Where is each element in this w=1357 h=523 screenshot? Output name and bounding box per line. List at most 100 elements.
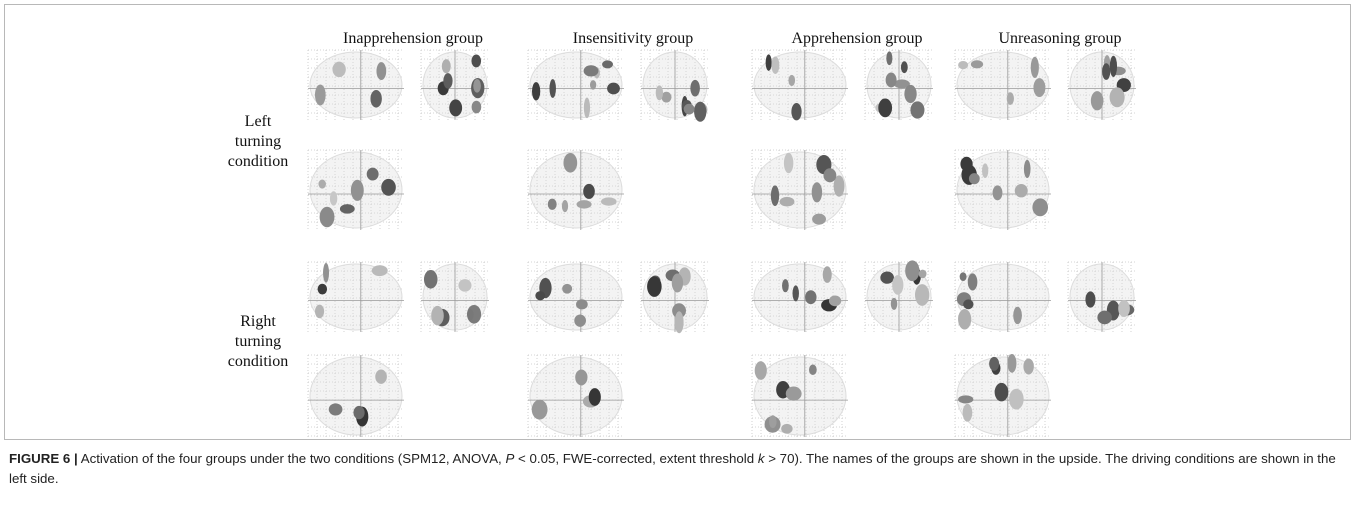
activation-blob <box>575 369 587 385</box>
glass-brain <box>308 262 404 332</box>
activation-blob <box>672 273 683 292</box>
activation-blob <box>971 60 983 68</box>
activation-blob <box>792 285 798 301</box>
glass-brain <box>641 50 709 122</box>
activation-blob <box>1007 92 1014 105</box>
caption-label: FIGURE 6 | <box>9 451 78 466</box>
activation-blob <box>1097 311 1112 325</box>
activation-blob <box>532 82 540 100</box>
activation-blob <box>1031 57 1039 78</box>
glass-brain <box>955 50 1051 120</box>
condition-label: condition <box>228 153 288 170</box>
activation-blob <box>675 311 684 333</box>
activation-blob <box>583 184 595 199</box>
activation-blob <box>788 75 795 86</box>
activation-blob <box>443 73 452 88</box>
activation-blob <box>471 55 481 68</box>
glass-brain <box>528 262 624 332</box>
activation-blob <box>915 284 929 306</box>
activation-blob <box>812 214 826 225</box>
activation-blob <box>958 395 973 403</box>
activation-blob <box>562 284 572 294</box>
activation-blob <box>318 284 327 295</box>
activation-blob <box>330 191 337 205</box>
activation-blob <box>323 263 329 283</box>
activation-blob <box>315 84 326 105</box>
activation-blob <box>332 62 345 77</box>
activation-blob <box>880 271 894 283</box>
activation-blob <box>584 97 590 118</box>
activation-blob <box>684 104 695 115</box>
activation-blob <box>329 403 343 415</box>
activation-blob <box>584 65 599 76</box>
glass-brain <box>308 50 404 120</box>
glass-brain <box>421 50 489 120</box>
activation-blob <box>1091 91 1104 110</box>
activation-blob <box>891 298 898 310</box>
glass-brain <box>752 150 848 230</box>
group-header: Apprehension group <box>791 30 922 47</box>
activation-blob <box>809 364 817 375</box>
activation-blob <box>535 291 545 300</box>
activation-blob <box>467 309 473 320</box>
activation-blob <box>878 99 892 118</box>
activation-blob <box>473 79 481 93</box>
glass-brain <box>421 262 489 332</box>
page: Inapprehension group Insensitivity group A… <box>0 0 1357 523</box>
caption-text: k <box>758 451 765 466</box>
activation-blob <box>823 266 832 283</box>
activation-blob <box>910 101 924 118</box>
glass-brain <box>865 260 933 332</box>
activation-blob <box>1013 307 1022 324</box>
outline <box>310 357 402 435</box>
activation-blob <box>607 83 620 95</box>
glass-brain <box>528 150 624 230</box>
activation-blob <box>812 182 822 202</box>
condition-label: turning <box>235 133 281 150</box>
activation-blob <box>589 388 601 406</box>
activation-blob <box>574 314 586 326</box>
glass-brain <box>528 50 624 120</box>
glass-brain <box>752 262 848 332</box>
activation-blob <box>1085 291 1095 307</box>
activation-blob <box>424 270 438 289</box>
activation-blob <box>1024 160 1031 178</box>
activation-blob <box>375 369 387 383</box>
condition-label: Right <box>240 313 276 330</box>
activation-blob <box>771 56 779 73</box>
caption-text: Activation of the four groups under the … <box>78 451 506 466</box>
activation-blob <box>1110 56 1117 77</box>
group-header: Insensitivity group <box>573 30 693 47</box>
group-header: Inapprehension group <box>343 30 483 47</box>
activation-blob <box>960 272 967 281</box>
activation-blob <box>647 276 662 297</box>
outline <box>310 52 402 118</box>
activation-blob <box>829 295 841 306</box>
caption-text: < 0.05, FWE-corrected, extent threshold <box>514 451 758 466</box>
glass-brain <box>1068 50 1136 120</box>
activation-blob <box>1007 354 1016 373</box>
activation-blob <box>472 101 482 114</box>
activation-blob <box>351 180 364 201</box>
activation-blob <box>780 197 795 207</box>
glass-brain <box>308 150 404 230</box>
activation-blob <box>1009 389 1024 410</box>
activation-blob <box>431 306 444 325</box>
activation-blob <box>791 103 801 120</box>
activation-blob <box>969 173 980 184</box>
activation-blob <box>786 386 802 400</box>
activation-blob <box>563 153 577 173</box>
activation-blob <box>458 279 471 292</box>
activation-blob <box>963 299 973 309</box>
activation-blob <box>771 185 779 206</box>
activation-blob <box>549 79 556 98</box>
activation-blob <box>562 200 568 212</box>
glass-brain <box>641 262 709 333</box>
activation-blob <box>577 200 592 209</box>
activation-blob <box>367 168 379 181</box>
activation-blob <box>1032 198 1048 216</box>
activation-blob <box>1023 358 1033 374</box>
activation-blob <box>690 80 700 97</box>
activation-blob <box>1015 184 1028 197</box>
activation-blob <box>442 59 451 73</box>
